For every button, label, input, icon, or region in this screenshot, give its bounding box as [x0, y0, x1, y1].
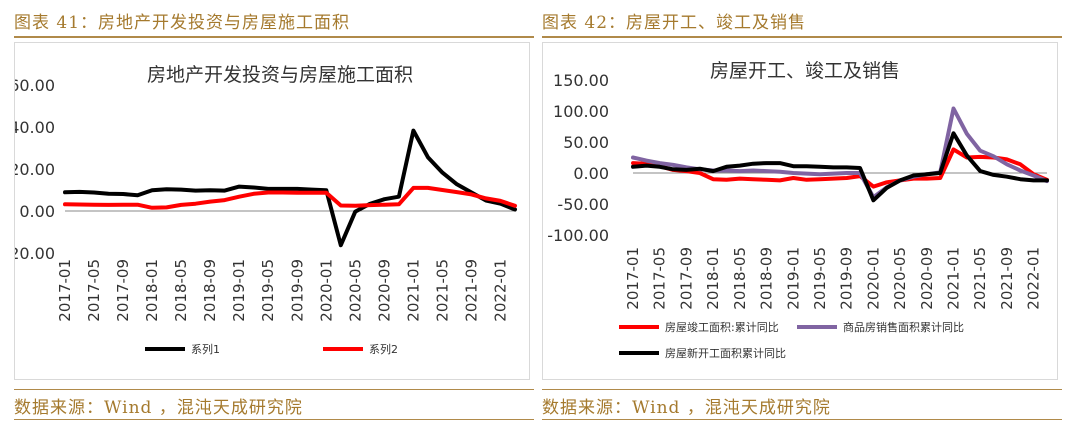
series-line-2 [631, 106, 1049, 200]
x-tick-label: 2018-09 [758, 247, 776, 310]
x-tick-label: 2022-01 [1025, 247, 1043, 310]
y-tick-label: 40.00 [15, 118, 55, 137]
caption-rule [14, 36, 534, 38]
x-tick-label: 2017-09 [114, 259, 132, 322]
series-line-1 [63, 128, 517, 248]
x-tick-label: 2017-05 [85, 259, 103, 322]
x-tick-label: 2020-09 [918, 247, 936, 310]
figure-41-source: 数据来源：Wind ，混沌天成研究院 [14, 398, 303, 418]
y-tick-label: 20.00 [15, 160, 55, 179]
caption-rule [542, 36, 1062, 38]
chart-title: 房屋开工、竣工及销售 [710, 60, 900, 82]
x-tick-label: 2017-01 [56, 259, 74, 322]
x-tick-label: 2021-01 [945, 247, 963, 310]
x-tick-label: 2021-05 [433, 259, 451, 322]
figure-42-panel: 图表 42：房屋开工、竣工及销售 房屋开工、竣工及销售 150.00 100.00 5… [542, 0, 1062, 422]
bottom-rule [542, 419, 1062, 420]
x-tick-label: 2021-01 [404, 259, 422, 322]
figure-42-source: 数据来源：Wind ，混沌天成研究院 [542, 398, 831, 418]
x-tick-label: 2018-01 [143, 259, 161, 322]
x-tick-label: 2019-05 [811, 247, 829, 310]
x-tick-label: 2018-05 [731, 247, 749, 310]
x-tick-label: 2020-05 [891, 247, 909, 310]
x-tick-label: 2019-01 [784, 247, 802, 310]
x-tick-label: 2020-09 [375, 259, 393, 322]
y-tick-label: 100.00 [553, 102, 609, 121]
x-tick-label: 2020-01 [864, 247, 882, 310]
x-tick-label: 2019-09 [838, 247, 856, 310]
figure-42-caption: 图表 42：房屋开工、竣工及销售 [542, 13, 807, 33]
legend-label: 房屋竣工面积:累计同比 [665, 320, 779, 334]
figure-41-panel: 图表 41：房地产开发投资与房屋施工面积 房地产开发投资与房屋施工面积 60.00… [3, 0, 534, 422]
chart-frame: 房地产开发投资与房屋施工面积60.0040.0020.000.00-20.002… [3, 42, 530, 380]
y-tick-label: 50.00 [563, 133, 609, 152]
series-line-2 [63, 185, 517, 210]
legend-label: 系列1 [191, 342, 220, 356]
chart-frame: 房屋开工、竣工及销售 150.00 100.00 50.00 0.00 -50.00 -10… [542, 42, 1058, 380]
x-tick-label: 2019-01 [230, 259, 248, 322]
x-tick-label: 2017-05 [651, 247, 669, 310]
source-rule [14, 389, 534, 390]
source-rule [542, 389, 1062, 390]
housing-starts-chart: 房屋开工、竣工及销售 150.00 100.00 50.00 0.00 -50.00 -10… [547, 60, 1049, 360]
y-tick-label: -50.00 [557, 195, 609, 214]
x-tick-label: 2018-01 [704, 247, 722, 310]
y-tick-label: -20.00 [15, 244, 55, 263]
y-tick-label: 0.00 [573, 164, 609, 183]
x-tick-label: 2019-05 [259, 259, 277, 322]
investment-area-chart: 房地产开发投资与房屋施工面积60.0040.0020.000.00-20.002… [3, 64, 517, 356]
bottom-rule [14, 419, 534, 420]
x-tick-label: 2018-09 [201, 259, 219, 322]
x-tick-label: 2019-09 [288, 259, 306, 322]
x-tick-label: 2022-01 [491, 259, 509, 322]
x-tick-label: 2020-01 [317, 259, 335, 322]
chart-title: 房地产开发投资与房屋施工面积 [147, 64, 413, 86]
legend-label: 商品房销售面积累计同比 [843, 320, 964, 334]
x-tick-label: 2021-09 [462, 259, 480, 322]
series-line-3 [631, 131, 1049, 203]
legend-label: 系列2 [369, 342, 398, 356]
figure-41-caption: 图表 41：房地产开发投资与房屋施工面积 [14, 13, 351, 33]
x-tick-label: 2020-05 [346, 259, 364, 322]
x-tick-label: 2021-09 [998, 247, 1016, 310]
x-tick-label: 2017-09 [677, 247, 695, 310]
y-tick-label: -100.00 [547, 226, 609, 245]
x-tick-label: 2021-05 [971, 247, 989, 310]
y-tick-label: 0.00 [19, 202, 55, 221]
x-tick-label: 2017-01 [624, 247, 642, 310]
y-tick-label: 60.00 [15, 76, 55, 95]
x-tick-label: 2018-05 [172, 259, 190, 322]
series-line-1 [631, 147, 1049, 189]
y-tick-label: 150.00 [553, 71, 609, 90]
legend-label: 房屋新开工面积累计同比 [665, 346, 786, 360]
